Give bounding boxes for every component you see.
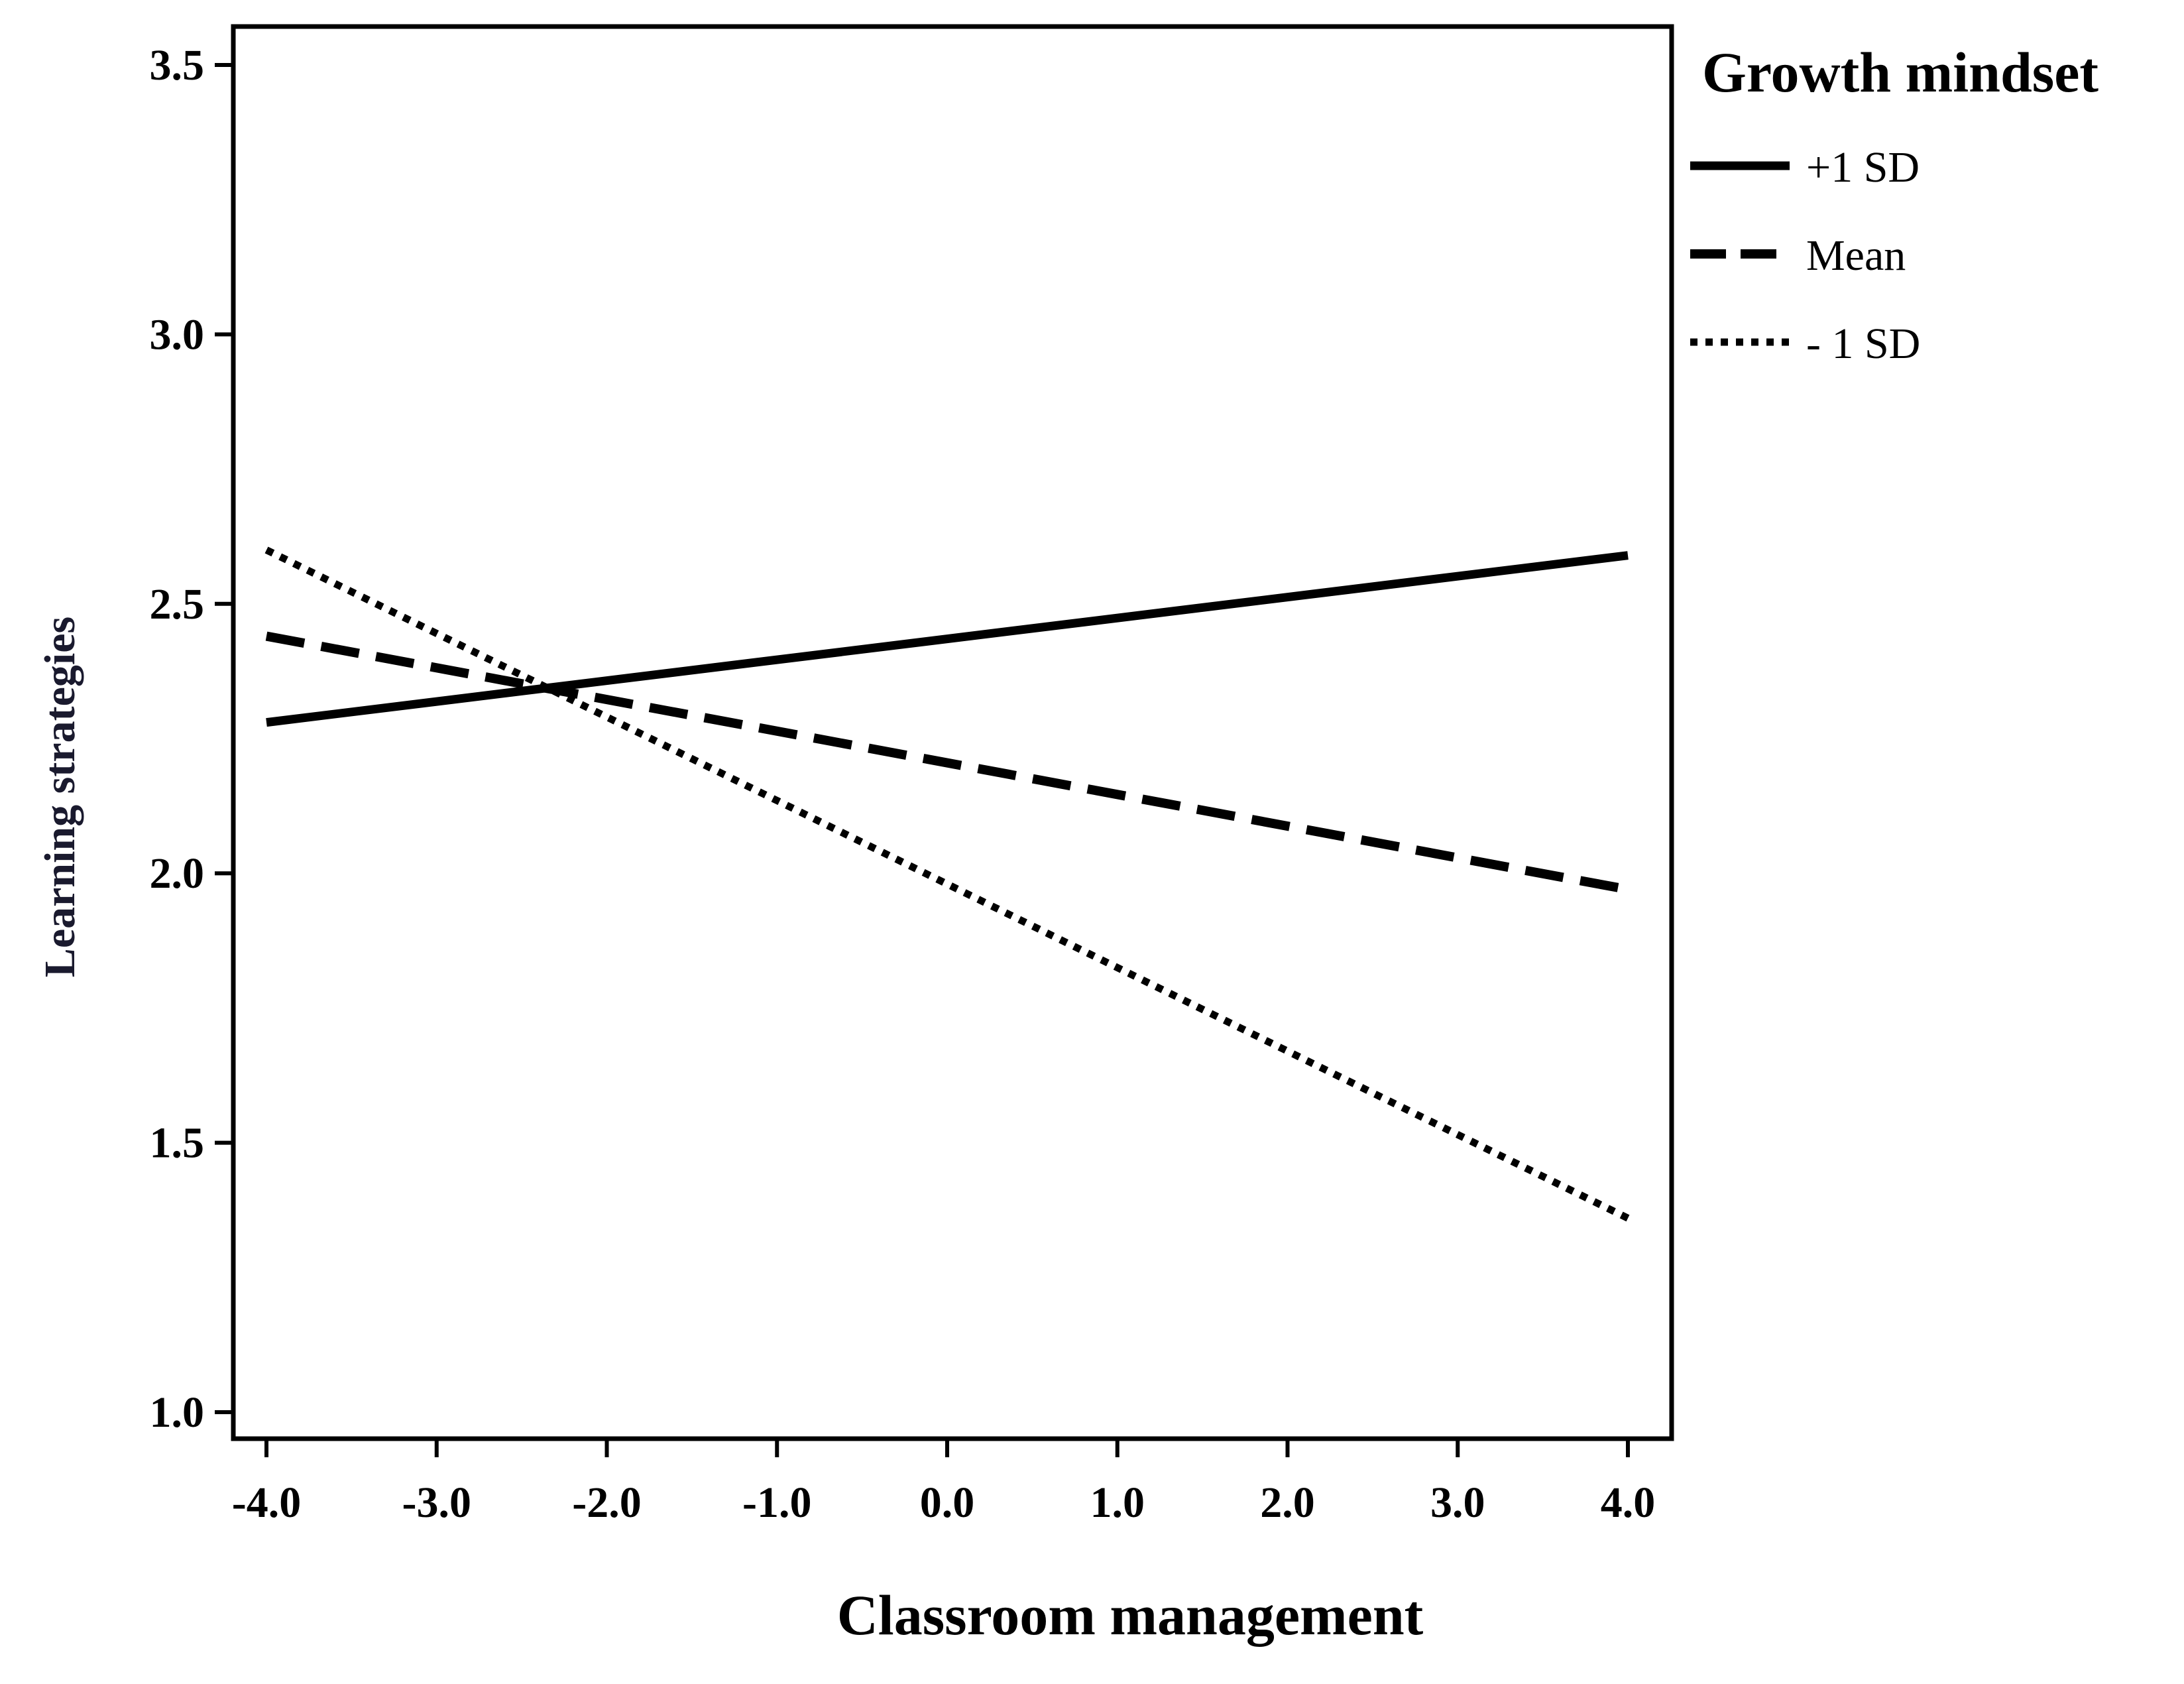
y-tick-label: 2.0 — [150, 849, 205, 898]
x-tick-label: -1.0 — [742, 1478, 811, 1527]
series-layer — [264, 546, 1630, 1222]
legend-label: - 1 SD — [1806, 320, 1920, 368]
x-tick-label: -3.0 — [402, 1478, 471, 1527]
y-tick-label: 1.5 — [150, 1119, 205, 1168]
y-tick-label: 3.5 — [150, 41, 205, 90]
x-tick-label: -4.0 — [232, 1478, 301, 1527]
legend: Growth mindset +1 SD Mean - 1 SD — [1690, 40, 2098, 368]
x-tick-label: 0.0 — [920, 1478, 975, 1527]
x-tick-label: 4.0 — [1601, 1478, 1656, 1527]
x-tick-label: -2.0 — [572, 1478, 641, 1527]
legend-label: Mean — [1806, 231, 1906, 280]
legend-label: +1 SD — [1806, 143, 1920, 192]
x-axis: -4.0 -3.0 -2.0 -1.0 0.0 1.0 2.0 3.0 4.0 — [232, 1439, 1655, 1527]
x-tick-label: 2.0 — [1260, 1478, 1315, 1527]
x-tick-label: 3.0 — [1430, 1478, 1485, 1527]
y-tick-label: 2.5 — [150, 580, 205, 629]
series-line-dashed — [265, 631, 1629, 894]
series-line-solid — [266, 551, 1629, 727]
y-tick-label: 1.0 — [150, 1388, 205, 1437]
x-axis-title: Classroom management — [837, 1583, 1424, 1647]
plot-frame — [231, 24, 1674, 1441]
y-axis-title: Learning strategies — [36, 617, 84, 977]
y-tick-label: 3.0 — [150, 310, 205, 359]
y-axis: 1.0 1.5 2.0 2.5 3.0 3.5 — [150, 41, 233, 1437]
legend-title: Growth mindset — [1702, 40, 2098, 104]
x-tick-label: 1.0 — [1090, 1478, 1145, 1527]
series-line-dotted — [264, 546, 1630, 1222]
